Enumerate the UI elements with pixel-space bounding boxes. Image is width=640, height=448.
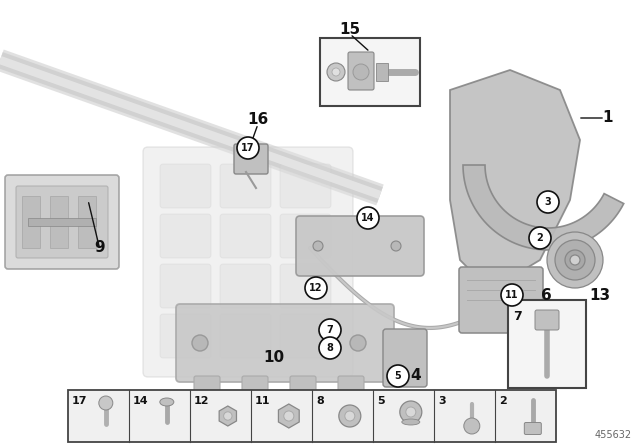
FancyBboxPatch shape xyxy=(220,314,271,358)
Text: 4: 4 xyxy=(411,369,421,383)
Text: 1: 1 xyxy=(603,111,613,125)
Circle shape xyxy=(387,365,409,387)
Circle shape xyxy=(332,68,340,76)
Circle shape xyxy=(357,207,379,229)
Circle shape xyxy=(391,241,401,251)
Bar xyxy=(22,196,40,248)
Text: 9: 9 xyxy=(95,241,106,255)
Text: 14: 14 xyxy=(361,213,375,223)
FancyBboxPatch shape xyxy=(234,144,268,174)
FancyBboxPatch shape xyxy=(535,310,559,330)
Polygon shape xyxy=(450,70,580,290)
Text: 7: 7 xyxy=(326,325,333,335)
FancyBboxPatch shape xyxy=(524,422,541,435)
FancyBboxPatch shape xyxy=(160,314,211,358)
Circle shape xyxy=(99,396,113,410)
Ellipse shape xyxy=(402,419,420,425)
Circle shape xyxy=(284,411,294,421)
FancyBboxPatch shape xyxy=(160,264,211,308)
Text: 17: 17 xyxy=(72,396,88,406)
FancyBboxPatch shape xyxy=(220,214,271,258)
FancyBboxPatch shape xyxy=(220,164,271,208)
FancyBboxPatch shape xyxy=(348,52,374,90)
FancyBboxPatch shape xyxy=(220,264,271,308)
Bar xyxy=(376,63,388,81)
FancyBboxPatch shape xyxy=(280,264,331,308)
Circle shape xyxy=(501,284,523,306)
Circle shape xyxy=(529,227,551,249)
Bar xyxy=(78,196,96,248)
Text: 15: 15 xyxy=(339,22,360,38)
Circle shape xyxy=(464,418,480,434)
Bar xyxy=(320,38,420,106)
Text: 455632: 455632 xyxy=(595,430,632,440)
Circle shape xyxy=(400,401,422,423)
Text: 2: 2 xyxy=(536,233,543,243)
Circle shape xyxy=(565,250,585,270)
Circle shape xyxy=(192,335,208,351)
Circle shape xyxy=(313,241,323,251)
Circle shape xyxy=(327,63,345,81)
Text: 10: 10 xyxy=(264,350,285,366)
FancyBboxPatch shape xyxy=(338,376,364,406)
FancyBboxPatch shape xyxy=(296,216,424,276)
FancyBboxPatch shape xyxy=(459,267,543,333)
FancyBboxPatch shape xyxy=(280,314,331,358)
Circle shape xyxy=(547,232,603,288)
FancyBboxPatch shape xyxy=(176,304,394,382)
Text: 8: 8 xyxy=(326,343,333,353)
FancyBboxPatch shape xyxy=(160,214,211,258)
Circle shape xyxy=(237,137,259,159)
Circle shape xyxy=(406,407,416,417)
Text: 5: 5 xyxy=(395,371,401,381)
Text: 7: 7 xyxy=(513,310,522,323)
Text: 13: 13 xyxy=(589,288,611,302)
Circle shape xyxy=(305,277,327,299)
Text: 17: 17 xyxy=(241,143,255,153)
Bar xyxy=(68,390,556,442)
Text: 11: 11 xyxy=(505,290,519,300)
Text: 8: 8 xyxy=(316,396,324,406)
Circle shape xyxy=(555,240,595,280)
Circle shape xyxy=(319,319,341,341)
Text: 12: 12 xyxy=(309,283,323,293)
Circle shape xyxy=(537,191,559,213)
Text: 6: 6 xyxy=(541,288,552,302)
Text: 2: 2 xyxy=(499,396,507,406)
Circle shape xyxy=(570,255,580,265)
Circle shape xyxy=(223,412,232,420)
Text: 12: 12 xyxy=(194,396,209,406)
Circle shape xyxy=(350,335,366,351)
Bar xyxy=(508,300,586,388)
Text: 14: 14 xyxy=(133,396,148,406)
Ellipse shape xyxy=(160,398,174,406)
FancyBboxPatch shape xyxy=(160,164,211,208)
Polygon shape xyxy=(463,165,624,250)
Text: 3: 3 xyxy=(438,396,445,406)
FancyBboxPatch shape xyxy=(194,376,220,406)
FancyBboxPatch shape xyxy=(280,164,331,208)
Bar xyxy=(28,218,96,226)
Circle shape xyxy=(345,411,355,421)
Circle shape xyxy=(319,337,341,359)
FancyBboxPatch shape xyxy=(143,147,353,377)
FancyBboxPatch shape xyxy=(242,376,268,406)
FancyBboxPatch shape xyxy=(383,329,427,387)
Text: 3: 3 xyxy=(545,197,552,207)
Text: 16: 16 xyxy=(248,112,269,128)
FancyBboxPatch shape xyxy=(16,186,108,258)
Text: 5: 5 xyxy=(377,396,385,406)
Circle shape xyxy=(339,405,361,427)
Circle shape xyxy=(353,64,369,80)
Text: 11: 11 xyxy=(255,396,271,406)
Bar xyxy=(50,196,68,248)
FancyBboxPatch shape xyxy=(280,214,331,258)
FancyBboxPatch shape xyxy=(5,175,119,269)
FancyBboxPatch shape xyxy=(290,376,316,406)
